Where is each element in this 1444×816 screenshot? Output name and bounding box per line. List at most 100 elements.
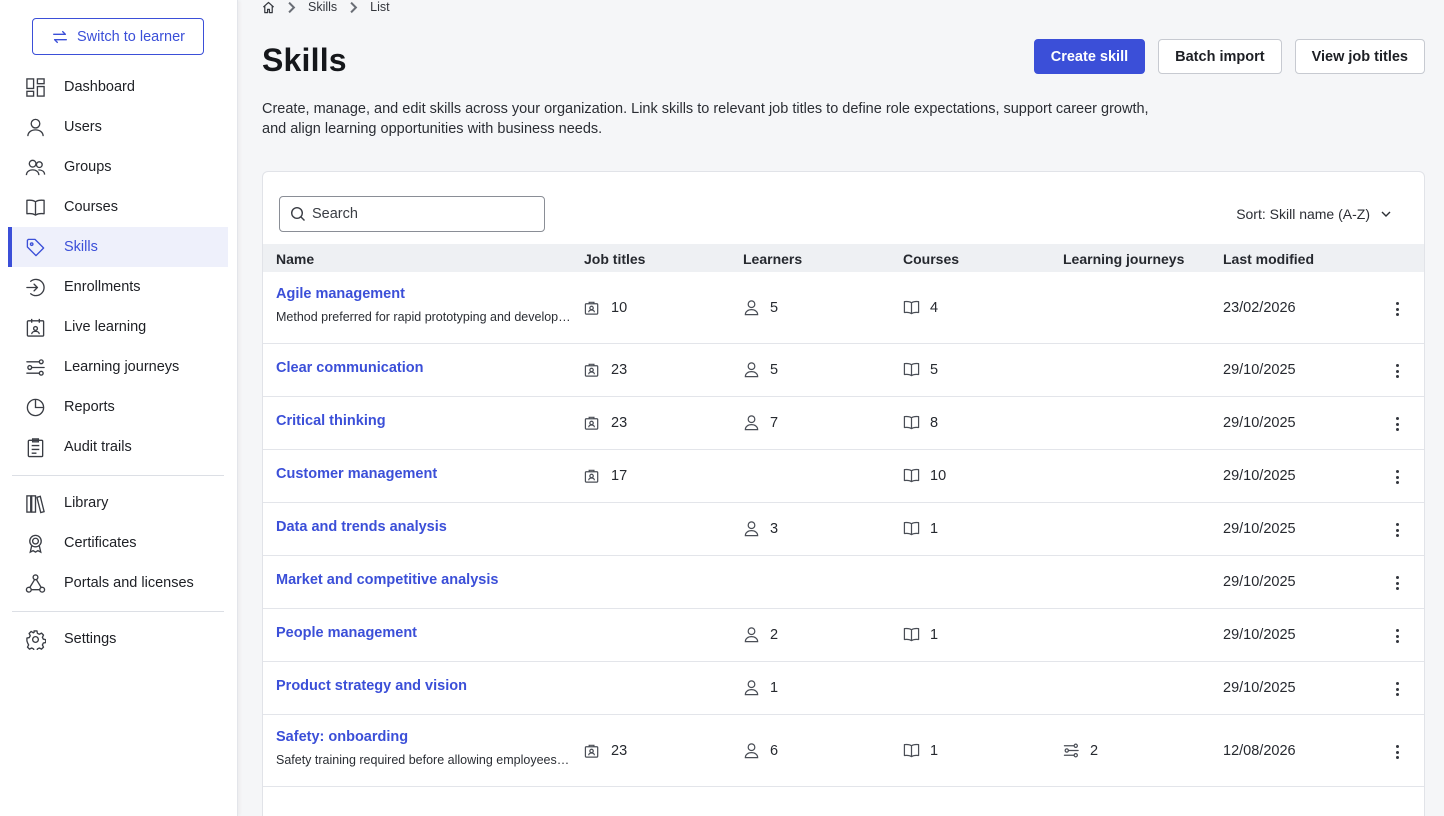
- gear-icon: [24, 628, 46, 650]
- row-actions-kebab-icon[interactable]: [1389, 627, 1405, 645]
- sidebar-item-skills[interactable]: Skills: [8, 227, 228, 267]
- sort-dropdown[interactable]: Sort: Skill name (A-Z): [1236, 206, 1392, 222]
- courses-cell: 4: [903, 299, 938, 316]
- skill-name-link[interactable]: People management: [276, 625, 418, 641]
- courses-cell-value: 4: [930, 299, 939, 316]
- skill-description: Method preferred for rapid prototyping a…: [276, 310, 571, 324]
- skills-table-card: Search Sort: Skill name (A-Z) Name Job t…: [262, 171, 1425, 816]
- sidebar-item-courses[interactable]: Courses: [8, 187, 228, 227]
- home-icon[interactable]: [262, 1, 275, 14]
- table-row[interactable]: Safety: onboarding Safety training requir…: [263, 715, 1424, 787]
- breadcrumb-skills[interactable]: Skills: [308, 0, 338, 14]
- row-actions-kebab-icon[interactable]: [1389, 574, 1405, 592]
- clipboard-icon: [24, 436, 46, 458]
- sidebar-item-settings[interactable]: Settings: [8, 619, 228, 659]
- row-actions-kebab-icon[interactable]: [1389, 680, 1405, 698]
- row-actions-kebab-icon[interactable]: [1389, 415, 1405, 433]
- learners-cell: 1: [743, 679, 778, 696]
- sidebar-item-reports[interactable]: Reports: [8, 387, 228, 427]
- sidebar-item-label: Enrollments: [64, 279, 141, 295]
- table-row[interactable]: People management 2 1 29/10/2025: [263, 609, 1424, 662]
- sidebar-item-label: Portals and licenses: [64, 575, 194, 591]
- breadcrumb: Skills List: [262, 0, 390, 14]
- sidebar-item-library[interactable]: Library: [8, 483, 228, 523]
- row-actions-kebab-icon[interactable]: [1389, 362, 1405, 380]
- last-modified-cell: 29/10/2025: [1223, 362, 1296, 378]
- batch-import-button[interactable]: Batch import: [1158, 39, 1282, 74]
- sidebar-item-groups[interactable]: Groups: [8, 147, 228, 187]
- table-row[interactable]: Clear communication 23 5 5 29/10/2025: [263, 344, 1424, 397]
- courses-icon: [903, 300, 920, 315]
- table-row[interactable]: Agile management Method preferred for rap…: [263, 272, 1424, 344]
- courses-cell: 10: [903, 467, 946, 484]
- courses-cell-value: 10: [930, 467, 947, 484]
- learners-cell-value: 5: [770, 361, 779, 378]
- sidebar-item-learning-journeys[interactable]: Learning journeys: [8, 347, 228, 387]
- sidebar-item-live-learning[interactable]: Live learning: [8, 307, 228, 347]
- sidebar-nav: Dashboard Users Groups Courses Skills En…: [8, 67, 228, 659]
- courses-cell: 1: [903, 626, 938, 643]
- row-actions-kebab-icon[interactable]: [1389, 743, 1405, 761]
- skill-name-link[interactable]: Critical thinking: [276, 413, 386, 429]
- sidebar-item-label: Reports: [64, 399, 115, 415]
- sidebar-item-users[interactable]: Users: [8, 107, 228, 147]
- column-header-courses[interactable]: Courses: [903, 251, 960, 267]
- sidebar-item-label: Live learning: [64, 319, 147, 335]
- last-modified-cell: 29/10/2025: [1223, 627, 1296, 643]
- sidebar-item-audit-trails[interactable]: Audit trails: [8, 427, 228, 467]
- column-header-learning-journeys[interactable]: Learning journeys: [1063, 251, 1185, 267]
- sidebar-item-enrollments[interactable]: Enrollments: [8, 267, 228, 307]
- skill-name-link[interactable]: Product strategy and vision: [276, 678, 467, 694]
- learners-icon: [744, 362, 759, 378]
- job-titles-cell: 23: [584, 742, 627, 759]
- sidebar-item-dashboard[interactable]: Dashboard: [8, 67, 228, 107]
- skill-name-link[interactable]: Data and trends analysis: [276, 519, 447, 535]
- calendar-icon: [24, 316, 46, 338]
- learners-cell-value: 3: [770, 520, 779, 537]
- column-header-last-modified[interactable]: Last modified: [1223, 251, 1315, 267]
- switch-to-learner-button[interactable]: Switch to learner: [32, 18, 204, 55]
- courses-icon: [903, 468, 920, 483]
- skill-name-link[interactable]: Safety: onboarding: [276, 729, 409, 745]
- column-header-name[interactable]: Name: [276, 251, 315, 267]
- row-actions-kebab-icon[interactable]: [1389, 521, 1405, 539]
- courses-icon: [903, 627, 920, 642]
- table-row[interactable]: Market and competitive analysis 29/10/202…: [263, 556, 1424, 609]
- courses-icon: [903, 362, 920, 377]
- courses-cell: 5: [903, 361, 938, 378]
- skill-name-link[interactable]: Customer management: [276, 466, 438, 482]
- sidebar-item-label: Audit trails: [64, 439, 132, 455]
- sidebar-item-certificates[interactable]: Certificates: [8, 523, 228, 563]
- book-icon: [24, 196, 46, 218]
- skill-name-link[interactable]: Clear communication: [276, 360, 424, 376]
- column-header-learners[interactable]: Learners: [743, 251, 803, 267]
- journeys-icon: [1063, 743, 1079, 758]
- table-row[interactable]: Data and trends analysis 3 1 29/10/2025: [263, 503, 1424, 556]
- view-job-titles-button[interactable]: View job titles: [1294, 39, 1425, 74]
- library-icon: [24, 492, 46, 514]
- groups-icon: [24, 156, 46, 178]
- tag-icon: [24, 236, 46, 258]
- table-row[interactable]: Critical thinking 23 7 8 29/10/2025: [263, 397, 1424, 450]
- page-title: Skills: [262, 42, 347, 78]
- skill-name-link[interactable]: Market and competitive analysis: [276, 572, 499, 588]
- search-input[interactable]: Search: [279, 196, 545, 232]
- courses-cell-value: 1: [930, 742, 939, 759]
- table-row[interactable]: Customer management 17 10 29/10/2025: [263, 450, 1424, 503]
- learners-cell-value: 2: [770, 626, 779, 643]
- row-actions-kebab-icon[interactable]: [1389, 468, 1405, 486]
- column-header-job-titles[interactable]: Job titles: [584, 251, 646, 267]
- create-skill-button[interactable]: Create skill: [1033, 39, 1146, 74]
- learners-cell-value: 5: [770, 299, 779, 316]
- courses-cell: 1: [903, 520, 938, 537]
- dashboard-icon: [24, 76, 46, 98]
- row-actions-kebab-icon[interactable]: [1389, 300, 1405, 318]
- learners-cell-value: 7: [770, 414, 779, 431]
- learners-cell: 6: [743, 742, 778, 759]
- skill-name-link[interactable]: Agile management: [276, 286, 405, 302]
- learners-icon: [744, 521, 759, 537]
- network-icon: [24, 572, 46, 594]
- table-row[interactable]: Product strategy and vision 1 29/10/2025: [263, 662, 1424, 715]
- learners-cell: 7: [743, 414, 778, 431]
- sidebar-item-portals[interactable]: Portals and licenses: [8, 563, 228, 603]
